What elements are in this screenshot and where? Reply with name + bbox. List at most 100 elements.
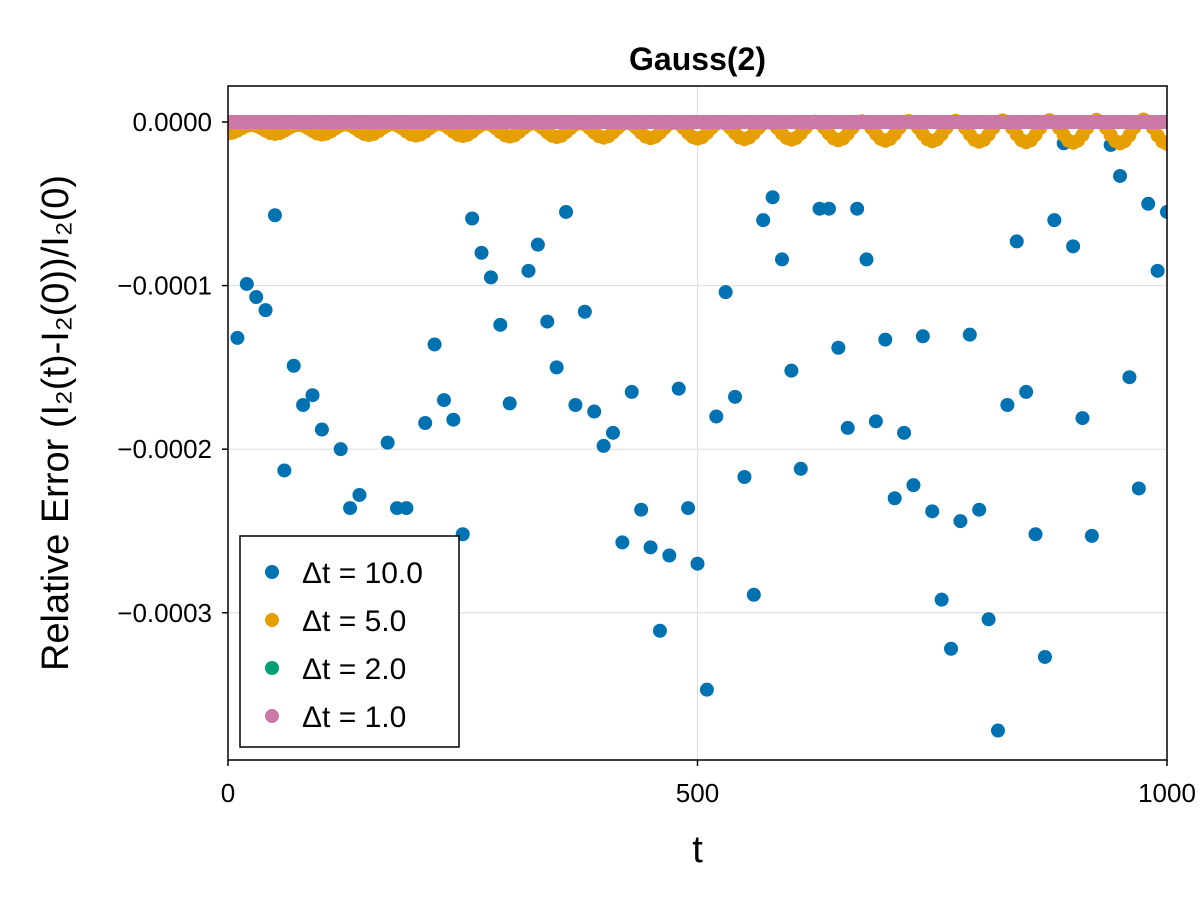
data-point-series-1	[380, 435, 395, 450]
legend-marker	[265, 661, 279, 675]
data-point-series-1	[352, 487, 367, 502]
x-tick-label: 500	[676, 778, 719, 808]
data-point-series-1	[953, 514, 968, 529]
data-point-series-1	[934, 592, 949, 607]
data-point-series-1	[831, 340, 846, 355]
legend-label: Δt = 5.0	[302, 605, 406, 638]
data-point-series-1	[418, 416, 433, 430]
data-point-series-2	[1160, 136, 1167, 151]
x-axis-ticks: 0 500 1000	[221, 760, 1196, 808]
data-point-series-4	[1160, 114, 1167, 129]
data-point-series-1	[643, 540, 658, 555]
data-point-series-1	[878, 332, 893, 347]
data-point-series-1	[1113, 168, 1128, 183]
data-point-series-1	[1150, 263, 1165, 278]
data-point-series-1	[258, 303, 273, 318]
data-point-series-1	[1019, 384, 1034, 399]
data-points	[228, 112, 1167, 738]
legend-marker	[265, 613, 279, 627]
data-point-series-1	[925, 504, 940, 519]
data-point-series-1	[690, 556, 705, 571]
data-point-series-1	[446, 412, 461, 427]
legend-label: Δt = 10.0	[302, 557, 423, 590]
data-point-series-1	[1037, 649, 1052, 664]
data-point-series-1	[530, 237, 545, 252]
data-point-series-1	[887, 491, 902, 506]
data-point-series-1	[239, 276, 254, 291]
data-point-series-1	[868, 414, 883, 429]
data-point-series-1	[1160, 204, 1167, 219]
data-point-series-1	[897, 425, 912, 440]
data-point-series-1	[990, 723, 1005, 738]
x-tick-label: 0	[221, 778, 235, 808]
data-point-series-1	[230, 330, 245, 345]
data-point-series-1	[972, 502, 987, 517]
data-point-series-1	[286, 358, 301, 373]
data-point-series-1	[746, 587, 761, 602]
data-point-series-1	[427, 337, 442, 352]
data-point-series-1	[1131, 481, 1146, 496]
data-point-series-1	[305, 388, 320, 403]
data-point-series-1	[1066, 239, 1081, 254]
data-point-series-1	[596, 438, 611, 453]
data-point-series-1	[549, 360, 564, 375]
y-axis-ticks: 0.0000 −0.0001 −0.0002 −0.0003	[117, 107, 228, 628]
legend-marker	[265, 709, 279, 723]
data-point-series-1	[737, 469, 752, 484]
data-point-series-1	[1075, 411, 1090, 426]
y-tick-label: −0.0002	[117, 434, 212, 464]
data-point-series-1	[671, 381, 686, 396]
data-point-series-1	[436, 393, 451, 408]
data-point-series-1	[1047, 213, 1062, 228]
data-point-series-1	[1141, 196, 1156, 211]
y-tick-label: 0.0000	[132, 107, 212, 137]
data-point-series-1	[267, 208, 282, 223]
data-point-series-1	[399, 501, 414, 516]
x-tick-label: 1000	[1138, 778, 1196, 808]
data-point-series-1	[859, 252, 874, 267]
data-point-series-1	[343, 501, 358, 516]
legend-label: Δt = 2.0	[302, 653, 406, 686]
legend-marker	[265, 565, 279, 579]
data-point-series-1	[765, 190, 780, 205]
data-point-series-1	[709, 409, 724, 424]
data-point-series-1	[540, 314, 555, 329]
data-point-series-1	[568, 398, 583, 412]
data-point-series-1	[784, 363, 799, 378]
data-point-series-1	[634, 502, 649, 517]
data-point-series-1	[962, 327, 977, 342]
data-point-series-1	[577, 304, 592, 319]
data-point-series-1	[1122, 370, 1137, 385]
data-point-series-1	[605, 425, 620, 440]
data-point-series-1	[483, 270, 498, 285]
data-point-series-1	[502, 396, 517, 411]
data-point-series-1	[624, 384, 639, 399]
data-point-series-1	[728, 389, 743, 404]
data-point-series-1	[474, 245, 489, 260]
data-point-series-1	[915, 329, 930, 344]
data-point-series-1	[615, 535, 630, 550]
y-axis-label: Relative Error (I₂(t)-I₂(0))/I₂(0)	[35, 175, 77, 671]
data-point-series-1	[775, 252, 790, 267]
data-point-series-1	[981, 612, 996, 627]
data-point-series-1	[333, 442, 348, 457]
data-point-series-1	[793, 461, 808, 476]
data-point-series-1	[1028, 527, 1043, 542]
data-point-series-1	[587, 404, 602, 419]
data-point-series-1	[944, 641, 959, 656]
data-point-series-1	[493, 317, 508, 332]
legend-label: Δt = 1.0	[302, 701, 406, 734]
y-tick-label: −0.0001	[117, 271, 212, 301]
data-point-series-1	[296, 398, 311, 412]
data-point-series-1	[718, 285, 733, 300]
data-point-series-1	[314, 422, 329, 437]
data-point-series-1	[652, 623, 667, 638]
chart-title: Gauss(2)	[629, 41, 766, 77]
data-point-series-1	[821, 201, 836, 216]
legend: Δt = 10.0 Δt = 5.0 Δt = 2.0 Δt = 1.0	[239, 535, 460, 748]
data-point-series-1	[1084, 528, 1099, 543]
data-point-series-1	[850, 201, 865, 216]
data-point-series-1	[1000, 398, 1015, 412]
